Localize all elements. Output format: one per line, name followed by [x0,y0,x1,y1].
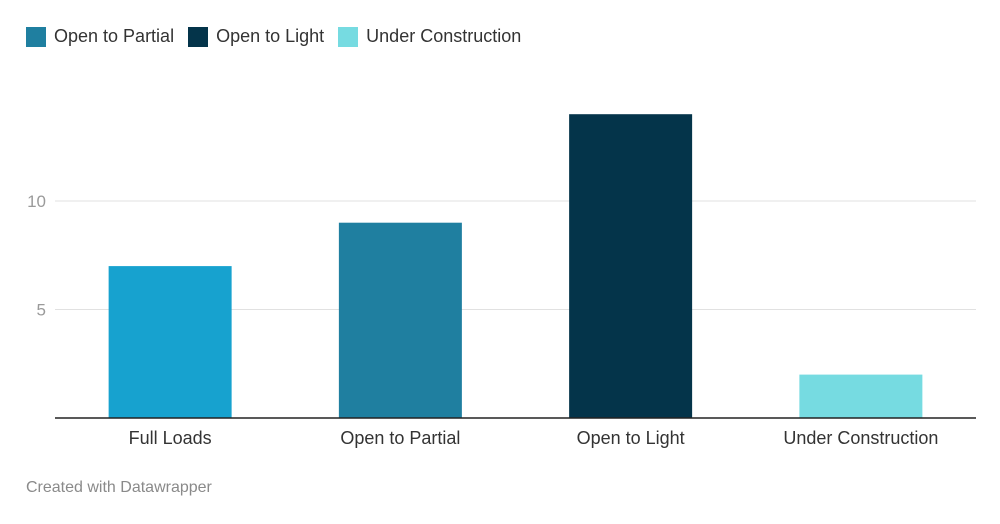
bar [569,114,693,418]
legend-label: Open to Partial [54,26,175,46]
credit-text: Created with Datawrapper [26,479,212,496]
legend-item-open-to-partial: Open to Partial [26,26,174,47]
legend: Open to Partial Open to Light Under Cons… [26,26,521,47]
legend-item-open-to-light: Open to Light [188,26,324,47]
bar [108,266,232,418]
legend-item-under-construction: Under Construction [338,26,521,47]
legend-swatch-under-construction [338,26,359,47]
legend-label: Under Construction [366,26,522,46]
bar [338,222,462,418]
legend-label: Open to Light [216,26,325,46]
legend-swatch-open-to-partial [26,26,46,47]
x-tick-label: Full Loads [129,428,212,448]
x-tick-label: Open to Partial [340,428,460,448]
x-tick-label: Under Construction [783,428,938,448]
bar [799,374,923,418]
x-tick-label: Open to Light [577,428,685,448]
legend-swatch-open-to-light [188,26,209,47]
y-tick-label: 5 [37,301,46,320]
y-tick-label: 10 [27,192,46,211]
